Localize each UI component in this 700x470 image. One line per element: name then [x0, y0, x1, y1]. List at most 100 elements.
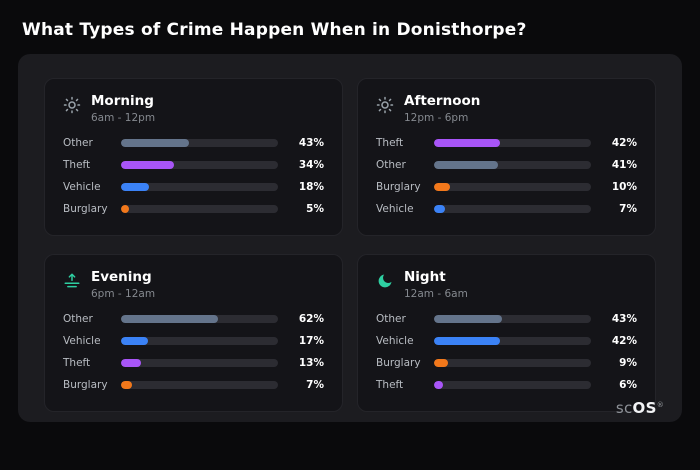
crime-bar-row: Vehicle 18%	[63, 181, 324, 193]
time-of-day-panel: Evening 6pm - 12am Other 62% Vehicle 17%…	[44, 254, 343, 413]
logo-suffix: OS	[632, 399, 657, 417]
bar-fill	[434, 381, 444, 390]
bar-fill	[121, 337, 148, 346]
panel-header-text: Afternoon 12pm - 6pm	[404, 93, 480, 124]
bar-track	[121, 161, 278, 170]
crime-bar-row: Burglary 9%	[376, 357, 637, 369]
logo-prefix: sc	[615, 399, 633, 417]
bar-track	[434, 139, 591, 148]
bar-fill	[121, 381, 132, 390]
crime-percentage: 34%	[298, 159, 324, 172]
crime-category-label: Burglary	[376, 357, 421, 370]
crime-percentage: 43%	[298, 137, 324, 150]
bar-track	[434, 183, 591, 192]
crime-percentage: 43%	[611, 313, 637, 326]
crime-percentage: 6%	[619, 379, 637, 392]
panel-header: Morning 6am - 12pm	[63, 93, 324, 124]
crime-category-label: Theft	[63, 159, 91, 172]
registered-trademark: ®	[656, 401, 664, 409]
panel-subtitle: 12pm - 6pm	[404, 112, 469, 125]
crime-percentage: 9%	[619, 357, 637, 370]
page-title: What Types of Crime Happen When in Donis…	[22, 20, 527, 40]
crime-bar-row: Burglary 5%	[63, 203, 324, 215]
crime-bar-row: Vehicle 42%	[376, 335, 637, 347]
crime-percentage: 13%	[298, 357, 324, 370]
panel-header: Night 12am - 6am	[376, 269, 637, 300]
crime-category-label: Burglary	[63, 379, 108, 392]
crime-bar-row: Theft 42%	[376, 137, 637, 149]
time-of-day-panel: Night 12am - 6am Other 43% Vehicle 42% B…	[357, 254, 656, 413]
moon-icon	[376, 272, 394, 290]
crime-percentage: 42%	[611, 137, 637, 150]
crime-category-label: Vehicle	[376, 203, 414, 216]
crime-bar-row: Other 41%	[376, 159, 637, 171]
panel-title: Afternoon	[404, 93, 481, 109]
bar-track	[434, 359, 591, 368]
time-of-day-panel: Morning 6am - 12pm Other 43% Theft 34% V…	[44, 78, 343, 237]
bar-fill	[434, 359, 449, 368]
bar-fill	[121, 359, 142, 368]
panel-subtitle: 6pm - 12am	[91, 288, 156, 301]
bar-track	[121, 381, 278, 390]
crime-category-label: Burglary	[63, 203, 108, 216]
crime-percentage: 10%	[611, 181, 637, 194]
crime-percentage: 18%	[298, 181, 324, 194]
crime-bar-row: Other 62%	[63, 313, 324, 325]
bar-track	[434, 205, 591, 214]
bar-rows: Theft 42% Other 41% Burglary 10% Vehicle…	[376, 137, 637, 215]
bar-fill	[434, 315, 502, 324]
crime-bar-row: Burglary 7%	[63, 379, 324, 391]
crime-category-label: Theft	[376, 137, 404, 150]
bar-track	[121, 359, 278, 368]
bar-fill	[121, 315, 219, 324]
crime-bar-row: Other 43%	[63, 137, 324, 149]
sunset-icon	[63, 272, 81, 290]
crime-bar-row: Vehicle 7%	[376, 203, 637, 215]
crime-bar-row: Theft 6%	[376, 379, 637, 391]
crime-category-label: Vehicle	[376, 335, 414, 348]
crime-percentage: 42%	[611, 335, 637, 348]
crime-percentage: 62%	[298, 313, 324, 326]
sun-icon	[63, 96, 81, 114]
panel-title: Evening	[91, 269, 152, 286]
panels-grid: Morning 6am - 12pm Other 43% Theft 34% V…	[44, 78, 656, 413]
panel-header: Afternoon 12pm - 6pm	[376, 93, 637, 124]
crime-category-label: Vehicle	[63, 335, 101, 348]
bar-track	[121, 139, 278, 148]
bar-fill	[434, 139, 500, 148]
panel-header: Evening 6pm - 12am	[63, 269, 324, 300]
panel-header-text: Morning 6am - 12pm	[91, 93, 155, 124]
bar-rows: Other 62% Vehicle 17% Theft 13% Burglary…	[63, 313, 324, 391]
bar-fill	[434, 205, 445, 214]
crime-category-label: Other	[376, 313, 406, 326]
dashboard-card: Morning 6am - 12pm Other 43% Theft 34% V…	[18, 54, 682, 422]
crime-category-label: Other	[376, 159, 406, 172]
panel-title: Morning	[91, 93, 154, 109]
bar-fill	[434, 161, 499, 170]
crime-bar-row: Vehicle 17%	[63, 335, 324, 347]
crime-percentage: 5%	[306, 203, 324, 216]
bar-fill	[434, 337, 500, 346]
bar-fill	[121, 183, 150, 192]
time-of-day-panel: Afternoon 12pm - 6pm Theft 42% Other 41%…	[357, 78, 656, 237]
panel-subtitle: 6am - 12pm	[91, 112, 156, 125]
crime-percentage: 7%	[619, 203, 637, 216]
bar-track	[121, 183, 278, 192]
bar-fill	[121, 205, 129, 214]
bar-rows: Other 43% Vehicle 42% Burglary 9% Theft …	[376, 313, 637, 391]
panel-header-text: Night 12am - 6am	[404, 269, 468, 300]
crime-bar-row: Burglary 10%	[376, 181, 637, 193]
bar-rows: Other 43% Theft 34% Vehicle 18% Burglary…	[63, 137, 324, 215]
bar-track	[121, 315, 278, 324]
crime-category-label: Vehicle	[63, 181, 101, 194]
crime-percentage: 41%	[611, 159, 637, 172]
crime-percentage: 7%	[306, 379, 324, 392]
crime-category-label: Theft	[63, 357, 91, 370]
panel-title: Night	[404, 269, 446, 286]
crime-bar-row: Theft 34%	[63, 159, 324, 171]
scos-logo: scOS®	[616, 399, 664, 417]
crime-category-label: Other	[63, 313, 93, 326]
bar-track	[121, 337, 278, 346]
bar-track	[434, 315, 591, 324]
crime-category-label: Other	[63, 137, 93, 150]
